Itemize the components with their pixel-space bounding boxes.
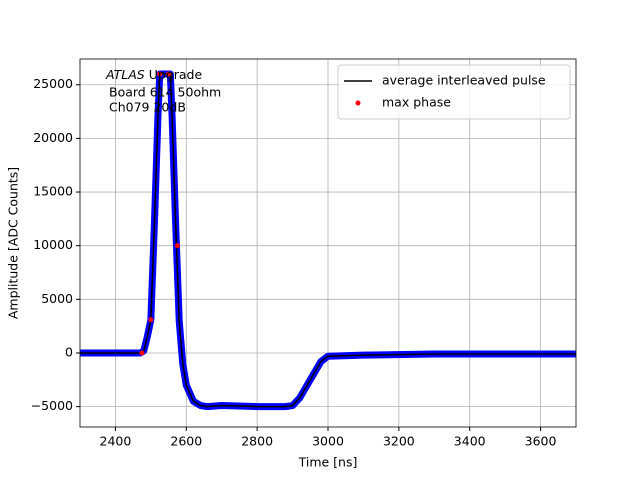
x-axis-label: Time [ns] — [298, 455, 358, 470]
point — [139, 350, 145, 356]
point — [174, 243, 180, 249]
y-axis-label: Amplitude [ADC Counts] — [6, 167, 21, 319]
point — [157, 71, 163, 77]
annotation-text: Upgrade — [149, 67, 203, 82]
legend-label: max phase — [382, 95, 451, 110]
y-tick-label: −5000 — [31, 398, 73, 413]
x-tick-label: 2400 — [100, 434, 132, 449]
legend-box — [337, 64, 571, 120]
point — [148, 317, 154, 323]
line — [80, 73, 576, 408]
x-tick-label: 3600 — [525, 434, 557, 449]
annotation-line: Ch079 20dB — [109, 100, 186, 115]
x-tick-label: 3200 — [383, 434, 415, 449]
x-tick-label: 3000 — [312, 434, 344, 449]
x-tick-label: 2800 — [241, 434, 273, 449]
x-tick-label: 2600 — [170, 434, 202, 449]
annotation-italic: ATLAS — [105, 67, 145, 82]
y-tick-label: 10000 — [33, 237, 73, 252]
y-tick-label: 5000 — [41, 291, 73, 306]
y-tick-label: 0 — [65, 344, 73, 359]
y-tick-label: 25000 — [33, 76, 73, 91]
plot-frame — [79, 58, 577, 428]
y-tick-label: 20000 — [33, 130, 73, 145]
legend-label: average interleaved pulse — [382, 73, 546, 88]
legend-marker — [355, 100, 361, 106]
annotation: ATLAS Upgrade — [105, 67, 202, 82]
x-tick-label: 3400 — [454, 434, 486, 449]
y-tick-label: 15000 — [33, 184, 73, 199]
point — [166, 71, 172, 77]
annotation-line: Board 614 50ohm — [109, 85, 221, 100]
